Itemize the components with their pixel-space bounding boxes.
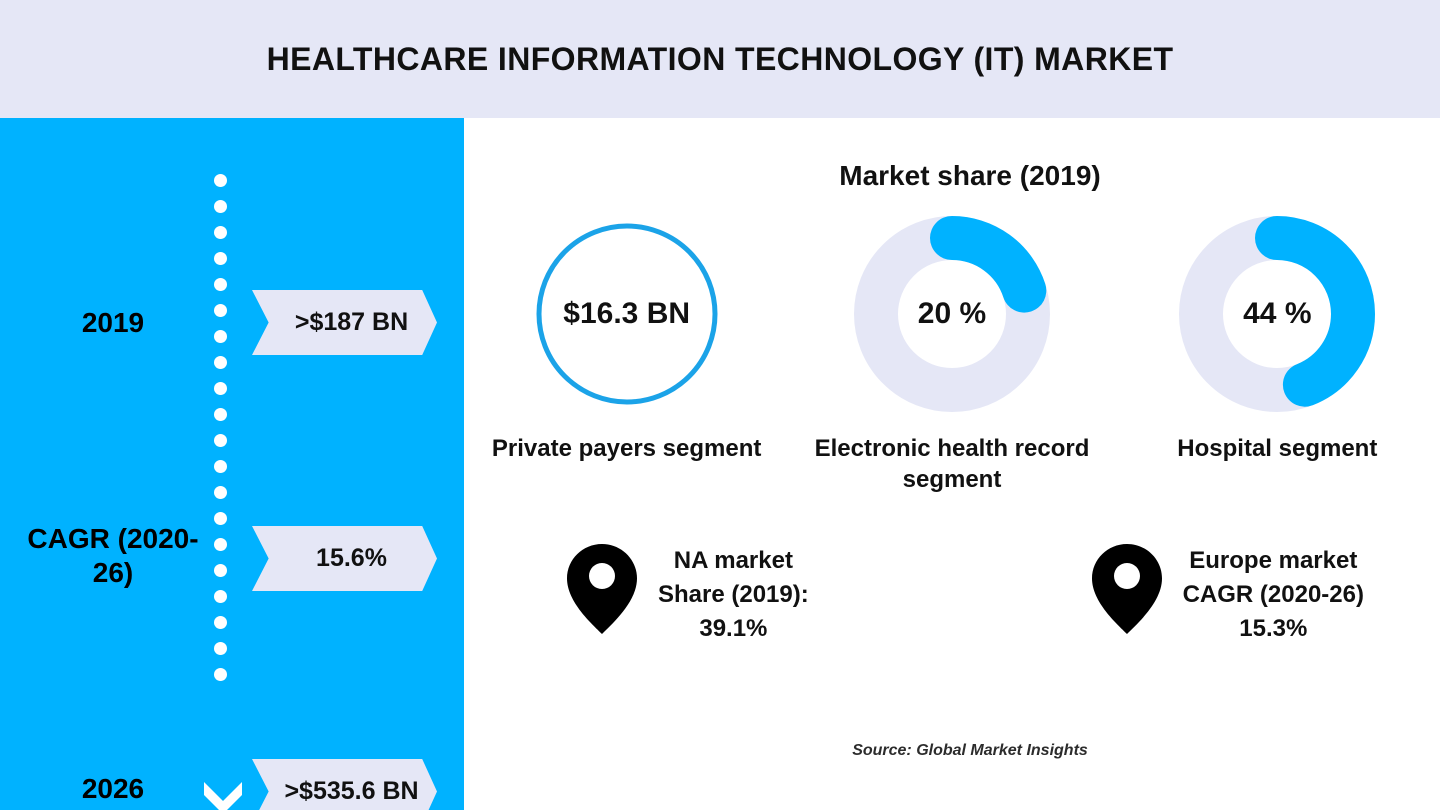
timeline-dot [214,434,227,447]
timeline-dot [214,486,227,499]
timeline-value-ribbon-cagr: 15.6% [252,526,437,591]
private-payers-label: Private payers segment [491,435,762,462]
map-pin-icon [567,544,637,634]
metric-private-payers: $16.3 BN Private payers segment [477,214,777,465]
timeline-row-label-2019: 2019 [81,307,145,338]
dotted-line-icon [214,174,232,686]
metric-chart-group: $16.3 BN Private payers segment 20 % Ele… [464,214,1440,504]
circle-outline-icon [536,223,718,405]
timeline-dot [214,200,227,213]
timeline-dot [214,408,227,421]
timeline-row-label-cagr: CAGR (2020-26) [27,523,199,589]
chevron-down-icon [204,782,242,810]
timeline-dot [214,226,227,239]
timeline-value-ribbon-2019: >$187 BN [252,290,437,355]
timeline-dot [214,278,227,291]
timeline-dot [214,590,227,603]
timeline-dot [214,382,227,395]
timeline-dot [214,356,227,369]
timeline-dot [214,252,227,265]
timeline-dot [214,668,227,681]
ehr-value: 20 % [917,296,987,330]
ehr-donut-chart: 20 % [852,214,1052,414]
source-attribution: Source: Global Market Insights [852,742,1088,759]
timeline-dot [214,512,227,525]
donut-chart-icon [1179,216,1376,412]
region-stat-na: NA market Share (2019): 39.1% [564,538,809,688]
metric-hospital-segment: 44 % Hospital segment [1127,214,1427,465]
page-title: HEALTHCARE INFORMATION TECHNOLOGY (IT) M… [266,40,1174,77]
market-share-panel: Market share (2019) $16.3 BN Private pay… [464,118,1440,810]
timeline-value-ribbon-2026: >$535.6 BN [252,759,437,810]
timeline-dot [214,174,227,187]
donut-chart-icon [853,216,1050,412]
region-stat-na-text: NA market Share (2019): 39.1% [658,547,809,643]
hospital-value: 44 % [1243,296,1312,330]
timeline-dot [214,460,227,473]
timeline-panel: 2019 CAGR (2020-26) 2026 >$187 BN 15.6% … [0,118,464,810]
timeline-dot [214,304,227,317]
private-payers-circle-chart: $16.3 BN [527,214,727,414]
hospital-donut-chart: 44 % [1177,214,1377,414]
section-title: Market share (2019) [839,160,1101,191]
timeline-dot [214,564,227,577]
region-stat-europe-text: Europe market CAGR (2020-26) 15.3% [1182,547,1364,643]
page-header: HEALTHCARE INFORMATION TECHNOLOGY (IT) M… [0,0,1440,118]
hospital-label: Hospital segment [1177,435,1378,462]
timeline-row-label-2026: 2026 [81,773,145,804]
map-pin-icon [1091,544,1162,634]
ehr-label: Electronic health record segment [814,435,1090,493]
timeline-dot [214,642,227,655]
timeline-dot [214,330,227,343]
metric-ehr-segment: 20 % Electronic health record segment [802,214,1102,495]
private-payers-value: $16.3 BN [563,296,691,330]
timeline-dot [214,538,227,551]
region-stats-group: NA market Share (2019): 39.1% Europe mar… [564,538,1364,688]
timeline-dot [214,616,227,629]
region-stat-europe: Europe market CAGR (2020-26) 15.3% [1089,538,1364,688]
